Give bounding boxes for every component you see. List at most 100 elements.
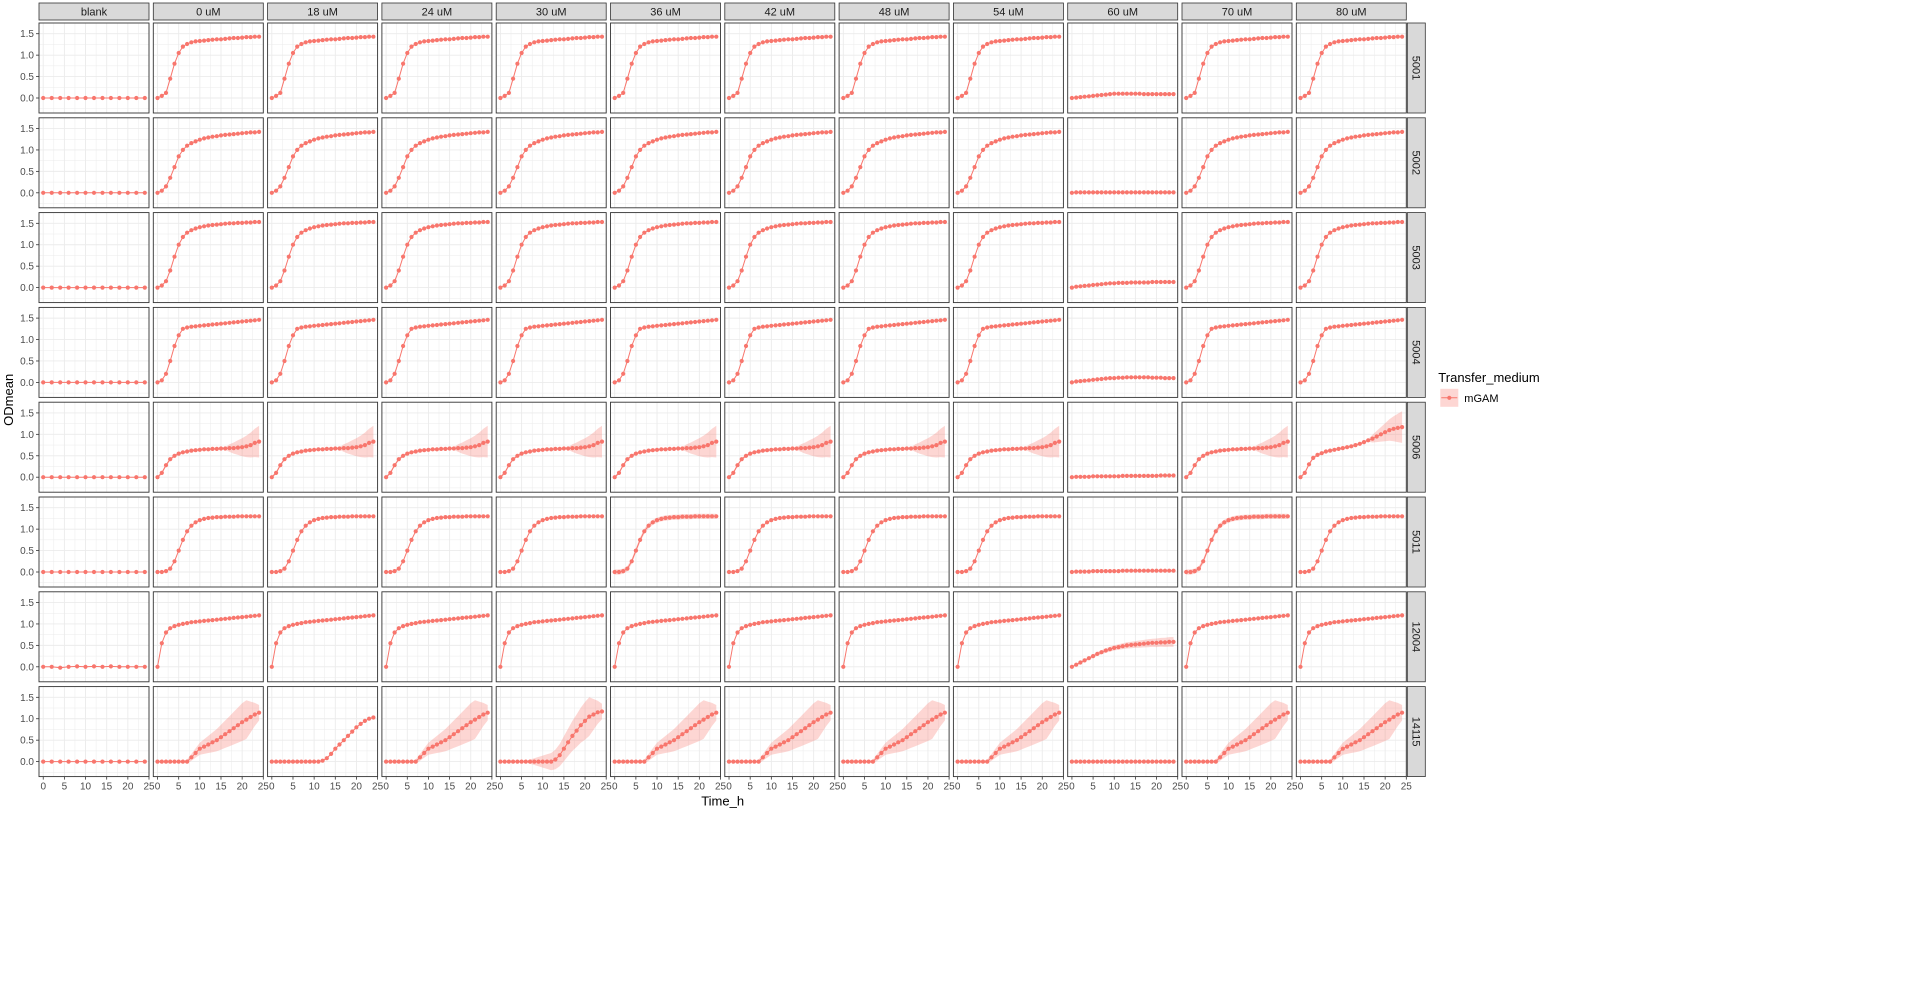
data-point — [1400, 613, 1405, 618]
data-point — [417, 448, 423, 453]
data-point — [527, 449, 533, 454]
data-point — [163, 279, 169, 284]
data-point — [295, 537, 300, 543]
data-point — [794, 616, 799, 621]
data-point — [1040, 35, 1045, 40]
data-point — [83, 475, 88, 480]
data-point — [1222, 448, 1227, 453]
data-point — [693, 514, 698, 519]
data-point — [680, 36, 685, 42]
data-point — [1158, 190, 1163, 195]
data-point — [853, 175, 859, 180]
facet-panel — [1181, 591, 1293, 683]
data-point — [134, 475, 139, 480]
data-point — [100, 190, 105, 195]
data-point — [506, 463, 511, 468]
data-point — [578, 723, 583, 728]
data-point — [345, 320, 351, 325]
data-point — [75, 95, 80, 101]
data-point — [460, 446, 465, 451]
data-point — [582, 615, 588, 620]
data-point — [1086, 474, 1091, 479]
data-point — [367, 440, 372, 445]
data-point — [1112, 645, 1117, 651]
data-point — [485, 219, 490, 225]
data-point — [1069, 569, 1074, 575]
data-point — [1023, 132, 1028, 137]
data-point — [913, 729, 918, 734]
data-point — [409, 147, 414, 152]
data-point — [477, 35, 482, 40]
facet-panel — [724, 591, 836, 683]
data-point — [248, 514, 253, 519]
data-point — [168, 626, 173, 631]
data-point — [337, 132, 342, 137]
data-point — [417, 523, 423, 528]
data-point — [1002, 136, 1007, 141]
panel-border — [267, 306, 379, 398]
data-point — [1192, 569, 1197, 574]
data-point — [278, 184, 283, 189]
data-point — [654, 137, 660, 142]
data-point — [684, 132, 689, 137]
x-tick-label: 15 — [215, 782, 227, 793]
data-point — [980, 44, 986, 49]
data-point — [879, 520, 884, 525]
x-tick-label: 25 — [143, 782, 155, 793]
data-point — [697, 514, 702, 519]
data-point — [468, 615, 473, 620]
data-point — [1239, 446, 1244, 451]
facet-panel: 0 5 10 15 20 25 — [952, 686, 1069, 793]
data-point — [447, 222, 452, 227]
data-point — [172, 759, 177, 764]
data-point — [189, 755, 194, 760]
data-point — [134, 285, 139, 290]
data-point — [849, 184, 854, 189]
data-point — [1222, 39, 1227, 44]
data-point — [896, 37, 901, 42]
data-point — [1345, 445, 1350, 450]
data-point — [498, 380, 503, 385]
data-point — [756, 621, 761, 626]
data-point — [498, 475, 503, 480]
data-point — [815, 130, 821, 135]
x-tick-label: 0 — [841, 782, 847, 793]
data-point — [413, 325, 418, 330]
data-point — [828, 219, 833, 225]
data-point — [616, 759, 622, 764]
facet-strip-row — [1406, 306, 1426, 398]
data-point — [735, 371, 740, 376]
data-point — [595, 613, 600, 618]
data-point — [701, 717, 706, 722]
data-point — [1078, 759, 1083, 764]
data-point — [853, 358, 859, 364]
panel-border — [495, 212, 607, 304]
data-point — [392, 463, 397, 468]
data-point — [781, 222, 787, 228]
data-point — [853, 626, 859, 631]
data-point — [468, 220, 473, 225]
data-point — [1167, 759, 1172, 764]
facet-panel — [952, 591, 1064, 683]
data-point — [1057, 439, 1062, 444]
data-point — [125, 380, 130, 385]
facet-panel — [267, 117, 379, 209]
data-point — [1069, 664, 1074, 669]
data-point — [921, 131, 926, 136]
data-point — [1353, 222, 1358, 228]
data-point — [900, 322, 905, 327]
data-point — [223, 221, 228, 226]
data-point — [570, 320, 575, 325]
data-point — [231, 132, 236, 137]
data-point — [354, 445, 359, 450]
data-point — [227, 132, 232, 137]
y-tick-label: 0.0 — [20, 568, 34, 579]
data-point — [557, 222, 562, 227]
data-point — [1264, 131, 1269, 136]
data-point — [1264, 615, 1269, 620]
data-point — [989, 755, 994, 760]
data-point — [341, 738, 346, 743]
data-point — [1302, 470, 1307, 475]
data-point — [227, 221, 232, 226]
data-point — [350, 445, 355, 450]
